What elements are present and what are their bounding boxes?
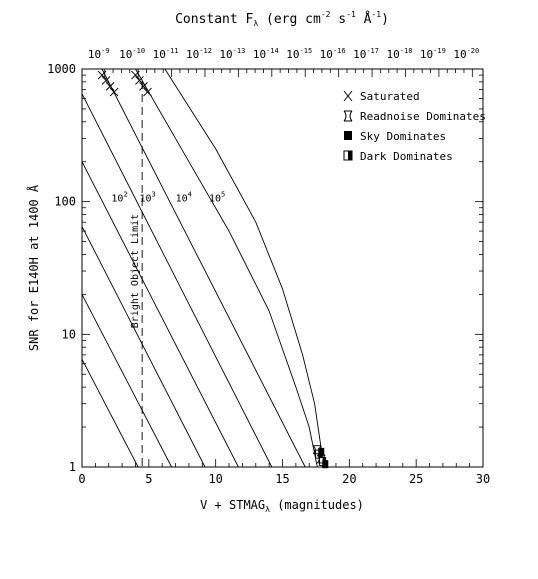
saturated-marker xyxy=(131,70,140,80)
x-tick-label: 25 xyxy=(409,472,423,486)
exposure-label: 102 xyxy=(111,191,127,205)
top-tick-label: 10-9 xyxy=(88,47,110,61)
saturated-marker xyxy=(97,70,107,80)
legend-label-sky: Sky Dominates xyxy=(360,130,446,143)
sky-marker-icon xyxy=(344,131,352,140)
x-tick-label: 20 xyxy=(342,472,356,486)
saturated-marker xyxy=(105,81,115,91)
dark-marker-icon xyxy=(343,150,353,161)
top-tick-label: 10-12 xyxy=(186,47,212,61)
snr-curve xyxy=(135,68,318,468)
legend-item-dark: Dark Dominates xyxy=(343,150,453,163)
marker-stroke xyxy=(101,76,111,85)
top-tick-label: 10-15 xyxy=(286,47,312,61)
top-tick-label: 10-16 xyxy=(320,47,346,61)
legend-label-saturated: Saturated xyxy=(360,90,420,103)
marker-stroke xyxy=(97,70,107,80)
snr-curve xyxy=(164,68,325,468)
y-tick-label: 1 xyxy=(69,460,76,474)
x-tick-label: 0 xyxy=(78,472,85,486)
top-tick-label: 10-20 xyxy=(453,47,479,61)
snr-curve xyxy=(81,161,239,468)
saturated-marker-icon xyxy=(343,90,353,102)
top-tick-label: 10-14 xyxy=(253,47,279,61)
top-tick-label: 10-19 xyxy=(420,47,446,61)
saturated-marker xyxy=(143,87,152,97)
legend-label-readnoise: Readnoise Dominates xyxy=(360,110,486,123)
y-tick-label: 10 xyxy=(62,327,76,341)
saturated-marker xyxy=(109,87,119,97)
readnoise-marker-icon xyxy=(343,110,353,122)
snr-curve xyxy=(81,294,172,468)
exposure-label: 105 xyxy=(209,191,225,205)
snr-curve xyxy=(81,226,206,468)
marker-stroke xyxy=(131,70,140,80)
saturated-marker xyxy=(139,81,148,91)
top-tick-label: 10-11 xyxy=(153,47,179,61)
y-tick-label: 100 xyxy=(54,195,76,209)
y-axis-label: SNR for E140H at 1400 Å xyxy=(26,184,41,351)
exposure-label: 103 xyxy=(139,191,155,205)
legend-label-dark: Dark Dominates xyxy=(360,150,453,163)
legend-item-readnoise: Readnoise Dominates xyxy=(343,110,486,123)
snr-curve xyxy=(101,68,306,468)
marker-stroke xyxy=(139,81,148,91)
readnoise-marker xyxy=(316,454,326,464)
top-tick-label: 10-18 xyxy=(387,47,413,61)
plot-area: 0 5 10 15 20 25 30 10-9 10-10 10-11 10-12 10-13 10-1… xyxy=(47,47,490,486)
legend-item-sky: Sky Dominates xyxy=(344,130,446,143)
snr-curve xyxy=(81,93,273,468)
readnoise-marker xyxy=(312,445,322,455)
marker-stroke xyxy=(143,87,152,97)
exposure-label: 104 xyxy=(176,191,192,205)
legend: Saturated Readnoise Dominates Sky Domina… xyxy=(343,90,486,163)
top-tick-label: 10-13 xyxy=(219,47,245,61)
x-tick-label: 30 xyxy=(476,472,490,486)
marker-stroke xyxy=(109,87,119,97)
x-tick-label: 15 xyxy=(275,472,289,486)
x-tick-label: 10 xyxy=(208,472,222,486)
marker-stroke xyxy=(135,76,144,85)
x-axis-label: V + STMAGλ (magnitudes) xyxy=(200,498,364,514)
chart-title: Constant Fλ (erg cm-2 s-1 Å-1) xyxy=(175,10,389,28)
bright-limit-label: Bright Object Limit xyxy=(130,214,141,328)
top-tick-label: 10-10 xyxy=(119,47,145,61)
sky-marker xyxy=(322,460,329,469)
sky-marker xyxy=(318,447,325,456)
saturated-marker xyxy=(101,76,111,85)
snr-curve xyxy=(81,358,139,468)
x-tick-label: 5 xyxy=(145,472,152,486)
legend-item-saturated: Saturated xyxy=(343,90,420,103)
saturated-marker xyxy=(135,76,144,85)
top-tick-label: 10-17 xyxy=(353,47,379,61)
y-tick-label: 1000 xyxy=(47,62,76,76)
marker-stroke xyxy=(105,81,115,91)
